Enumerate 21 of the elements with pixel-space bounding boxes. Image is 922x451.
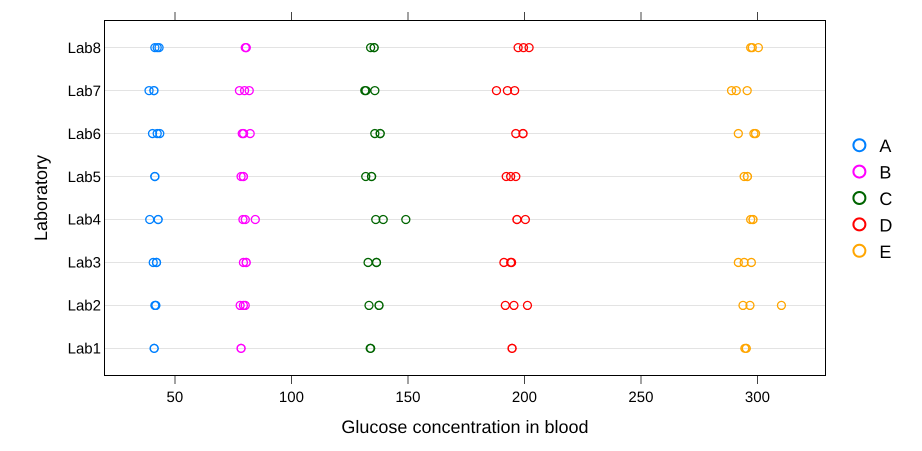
y-tick-label: Lab1: [68, 340, 101, 358]
y-tick-label: Lab4: [68, 212, 101, 229]
x-tick-label: 150: [395, 389, 420, 406]
legend-label: A: [879, 136, 892, 156]
x-tick-label: 300: [744, 389, 770, 406]
x-tick-label: 250: [628, 389, 654, 406]
y-tick-label: Lab2: [68, 298, 101, 315]
legend-label: D: [879, 215, 892, 236]
y-tick-label: Lab7: [68, 82, 101, 100]
y-tick-label: Lab8: [68, 40, 101, 57]
legend-label: E: [879, 242, 892, 262]
legend-label: B: [879, 162, 892, 183]
y-axis-title: Laboratory: [30, 154, 51, 242]
legend-label: C: [879, 189, 892, 210]
x-tick-label: 50: [166, 389, 184, 406]
x-axis-title: Glucose concentration in blood: [341, 417, 589, 438]
y-tick-label: Lab5: [68, 168, 101, 186]
x-tick-label: 100: [278, 389, 304, 406]
y-tick-label: Lab3: [68, 254, 101, 272]
y-tick-label: Lab6: [68, 126, 101, 143]
x-tick-label: 200: [512, 389, 537, 406]
